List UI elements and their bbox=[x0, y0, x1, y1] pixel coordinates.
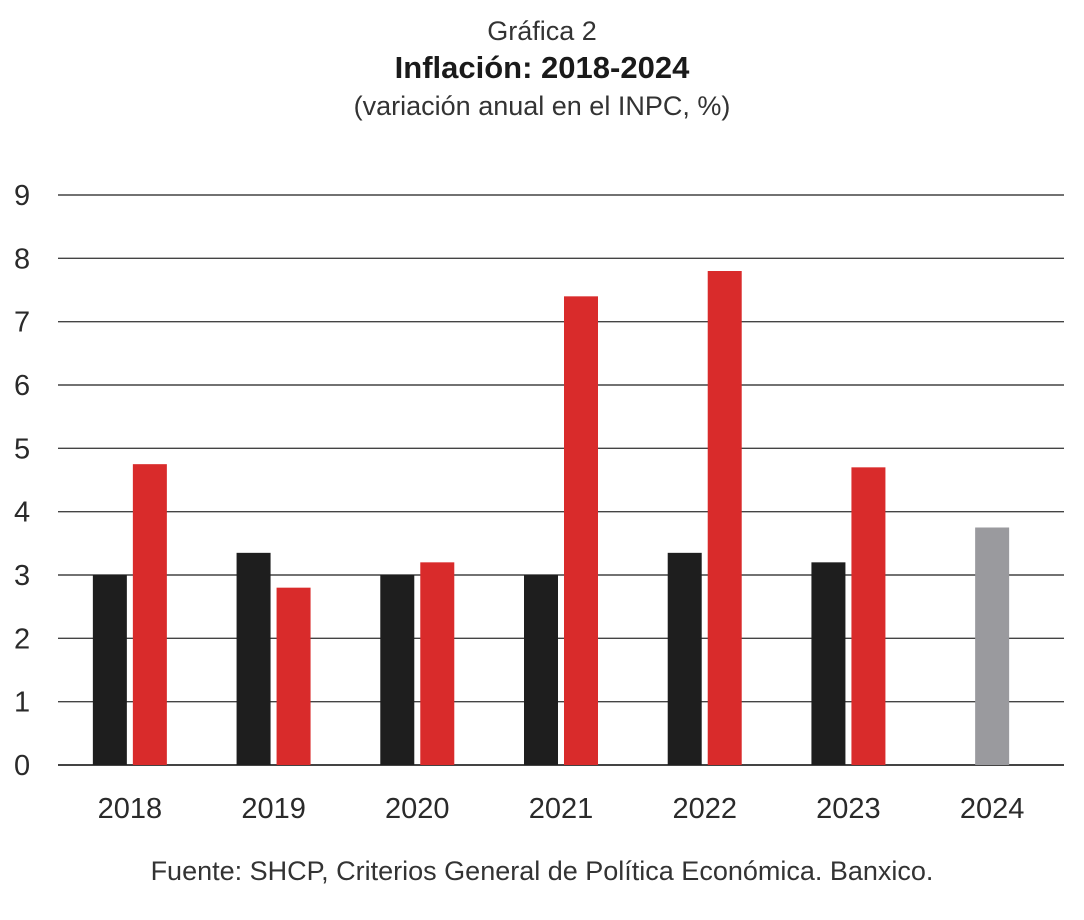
bar-chart: 0 1 2 3 4 5 6 7 8 9 2018 2019 2020 2021 2022 2023 2024 bbox=[14, 180, 1064, 825]
x-tick-label: 2021 bbox=[529, 793, 594, 825]
y-tick-label: 2 bbox=[14, 623, 30, 655]
bar bbox=[975, 527, 1010, 765]
bar bbox=[564, 296, 598, 765]
y-tick-label: 5 bbox=[14, 433, 30, 465]
bar bbox=[851, 467, 886, 765]
y-tick-label: 1 bbox=[14, 687, 30, 719]
bar bbox=[276, 587, 311, 765]
x-tick-label: 2024 bbox=[960, 793, 1025, 825]
y-tick-label: 0 bbox=[14, 750, 30, 782]
bar bbox=[524, 575, 558, 765]
bar bbox=[707, 271, 742, 765]
chart-header: Gráfica 2 Inflación: 2018-2024 (variació… bbox=[0, 14, 1084, 124]
bar bbox=[92, 575, 127, 765]
y-tick-label: 9 bbox=[14, 180, 30, 212]
y-tick-label: 3 bbox=[14, 560, 30, 592]
y-tick-label: 6 bbox=[14, 370, 30, 402]
y-tick-label: 7 bbox=[14, 307, 30, 339]
bar bbox=[811, 562, 846, 765]
x-tick-label: 2018 bbox=[98, 793, 163, 825]
x-tick-label: 2022 bbox=[672, 793, 737, 825]
x-tick-label: 2019 bbox=[241, 793, 306, 825]
chart-subtitle: (variación anual en el INPC, %) bbox=[353, 91, 731, 121]
bar bbox=[667, 552, 702, 765]
bar bbox=[132, 464, 167, 765]
bar bbox=[380, 575, 415, 765]
y-tick-label: 4 bbox=[14, 497, 30, 529]
x-tick-label: 2020 bbox=[385, 793, 450, 825]
bar bbox=[420, 562, 455, 765]
chart-title: Inflación: 2018-2024 bbox=[394, 50, 690, 85]
source-note: Fuente: SHCP, Criterios General de Polít… bbox=[150, 856, 934, 886]
bar bbox=[236, 552, 271, 765]
chart-label: Gráfica 2 bbox=[487, 16, 597, 46]
x-tick-label: 2023 bbox=[816, 793, 881, 825]
y-tick-label: 8 bbox=[14, 243, 30, 275]
